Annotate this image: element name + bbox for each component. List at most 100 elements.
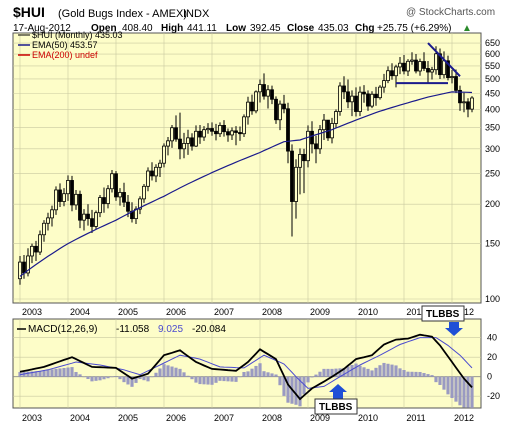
- candle-body: [238, 132, 242, 135]
- candle-body: [182, 143, 186, 150]
- histogram-bar: [106, 376, 110, 379]
- close-value: 435.03: [318, 23, 349, 34]
- candle-body: [338, 85, 342, 112]
- macd-y-tick: 40: [487, 333, 497, 343]
- candle-body: [282, 103, 286, 110]
- histogram-bar: [442, 376, 446, 390]
- candle-body: [358, 91, 362, 112]
- candle-body: [302, 153, 306, 162]
- histogram-bar: [238, 376, 242, 378]
- histogram-bar: [286, 376, 290, 403]
- histogram-bar: [322, 368, 326, 377]
- candle-body: [322, 119, 326, 131]
- histogram-bar: [370, 370, 374, 377]
- price-y-tick: 550: [485, 61, 500, 71]
- candle-body: [390, 70, 394, 77]
- tlbbs-top-label: TLBBS: [426, 309, 460, 320]
- price-x-tick: 2011: [406, 307, 425, 317]
- histogram-bar: [454, 376, 458, 402]
- candle-body: [262, 84, 266, 97]
- price-legend: $HUI (Monthly) 435.03 EMA(50) 453.57 EMA…: [18, 30, 123, 60]
- price-x-tick: 2006: [166, 307, 186, 317]
- candle-body: [22, 261, 26, 274]
- quote-line: 17-Aug-2012 Open 408.40 High 441.11 Low …: [13, 23, 472, 34]
- price-x-tick: 2005: [118, 307, 138, 317]
- price-x-tick: 2008: [262, 307, 282, 317]
- chg-value: +25.75 (+6.29%): [377, 23, 452, 34]
- descending-trendline: [427, 42, 461, 77]
- candle-body: [94, 212, 98, 227]
- macd-line: [19, 333, 473, 401]
- candle-body: [314, 143, 318, 150]
- histogram-bar: [306, 376, 310, 383]
- macd-x-tick: 2010: [358, 413, 378, 423]
- candle-body: [110, 173, 114, 190]
- histogram-bar: [362, 367, 366, 377]
- macd-x-tick: 2008: [262, 413, 282, 423]
- macd-x-axis: 2003 2004 2005 2006 2007 2008 2009 2010 2011 2012: [22, 413, 474, 423]
- candle-body: [250, 101, 254, 112]
- candle-body: [442, 60, 446, 76]
- watermark: @ StockCharts.com: [406, 7, 495, 18]
- histogram-bar: [446, 376, 450, 395]
- price-x-tick: 2004: [70, 307, 90, 317]
- histogram-bar: [26, 371, 30, 377]
- histogram-bar: [390, 364, 394, 377]
- candle-body: [46, 217, 50, 224]
- candle-body: [278, 103, 282, 121]
- price-y-tick: 500: [485, 74, 500, 84]
- price-y-tick: 150: [485, 239, 500, 249]
- histogram-bar: [466, 376, 470, 408]
- histogram-bar: [398, 368, 402, 377]
- price-y-tick: 350: [485, 123, 500, 133]
- candle-body: [70, 180, 74, 206]
- histogram-bar: [62, 367, 66, 377]
- histogram-bar: [202, 376, 206, 385]
- histogram-bar: [210, 376, 214, 385]
- low-label: Low: [226, 23, 246, 34]
- price-y-tick: 300: [485, 144, 500, 154]
- histogram-bar: [378, 365, 382, 377]
- candle-body: [18, 261, 22, 280]
- histogram-bar: [234, 376, 238, 382]
- price-y-tick: 450: [485, 88, 500, 98]
- histogram-bar: [214, 376, 218, 383]
- histogram-bar: [414, 371, 418, 377]
- tlbbs-annotation-bottom: TLBBS: [314, 384, 358, 415]
- histogram-bar: [418, 371, 422, 377]
- tlbbs-bottom-arrow-icon: [329, 384, 347, 399]
- histogram-bar: [382, 362, 386, 377]
- candle-body: [286, 108, 290, 152]
- candle-body: [226, 131, 230, 136]
- ticker-symbol: $HUI: [13, 4, 45, 20]
- price-x-tick: 2009: [310, 307, 330, 317]
- candle-body: [370, 93, 374, 107]
- candle-body: [446, 60, 450, 78]
- histogram-bar: [218, 376, 222, 381]
- macd-histogram: [18, 362, 474, 408]
- candle-body: [430, 69, 434, 73]
- candle-body: [402, 62, 406, 72]
- macd-x-tick: 2004: [70, 413, 90, 423]
- candle-body: [38, 234, 42, 253]
- macd-x-tick: 2012: [454, 413, 474, 423]
- histogram-bar: [190, 376, 194, 380]
- candle-body: [306, 130, 310, 162]
- price-panel: [12, 32, 482, 304]
- candle-body: [122, 192, 126, 203]
- candle-body: [90, 218, 94, 227]
- histogram-bar: [278, 376, 282, 386]
- macd-x-tick: 2007: [214, 413, 234, 423]
- candle-body: [330, 123, 334, 139]
- chg-label: Chg: [355, 23, 374, 34]
- candle-body: [394, 66, 398, 77]
- candle-body: [230, 130, 234, 136]
- histogram-bar: [98, 376, 102, 381]
- exchange-label: INDX: [183, 8, 210, 20]
- candle-body: [178, 138, 182, 150]
- macd-y-tick: -20: [487, 391, 500, 401]
- histogram-bar: [206, 376, 210, 385]
- histogram-bar: [462, 376, 466, 408]
- macd-y-axis: -20 0 20 40: [487, 333, 500, 402]
- candle-body: [290, 150, 294, 202]
